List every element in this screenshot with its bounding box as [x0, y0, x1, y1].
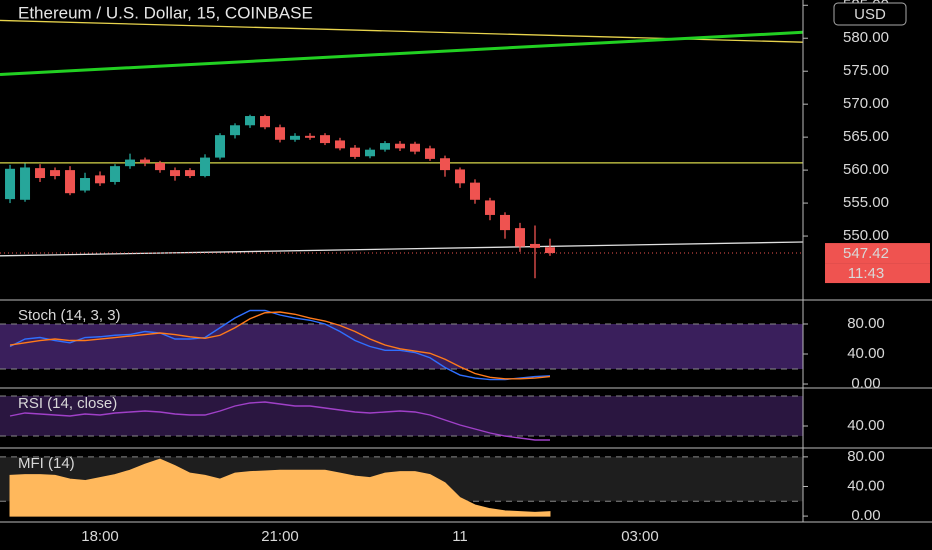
countdown-box: [825, 263, 930, 284]
y-tick-label: 0.00: [851, 375, 880, 392]
y-tick-label: 560.00: [843, 161, 889, 178]
chart-title: Ethereum / U.S. Dollar, 15, COINBASE: [18, 3, 313, 22]
x-tick-label: 11: [452, 528, 468, 545]
candle-body: [529, 243, 540, 248]
indicator-title: Stoch (14, 3, 3): [18, 307, 121, 324]
y-tick-label: 40.00: [847, 477, 885, 494]
candle-body: [260, 116, 271, 128]
candle-body: [424, 148, 435, 159]
indicator-area: [9, 458, 551, 517]
candle-body: [409, 143, 420, 152]
countdown-label: 11:43: [848, 265, 884, 282]
y-tick-label: 570.00: [843, 95, 889, 112]
x-tick-label: 21:00: [261, 528, 299, 545]
y-tick-label: 80.00: [847, 448, 885, 465]
candle-body: [95, 175, 106, 184]
candle-body: [305, 135, 316, 138]
last-price-box: [825, 243, 930, 264]
indicator-line: [9, 401, 550, 441]
indicator-title: MFI (14): [18, 455, 75, 472]
indicator-line: [9, 311, 551, 380]
candle-body: [125, 159, 136, 167]
y-tick-label: 80.00: [847, 315, 885, 332]
panel: [0, 309, 803, 381]
candle-body: [20, 167, 31, 200]
candle-body: [335, 140, 346, 149]
candle-body: [230, 125, 241, 136]
panel: [0, 395, 803, 441]
panel: [0, 456, 803, 517]
candle-body: [65, 170, 76, 194]
candle-body: [365, 149, 376, 157]
y-tick-label: 40.00: [847, 417, 885, 434]
candle-body: [155, 162, 166, 171]
trend-line: [0, 241, 803, 257]
candle-body: [499, 214, 510, 231]
x-tick-label: 18:00: [81, 528, 119, 545]
candle-body: [200, 157, 211, 177]
candle-body: [110, 166, 121, 182]
y-tick-label: 580.00: [843, 29, 889, 46]
y-tick-label: 555.00: [843, 194, 889, 211]
candle-body: [350, 147, 361, 157]
candle-body: [469, 182, 480, 200]
candle-body: [50, 170, 61, 177]
y-tick-label: 550.00: [843, 227, 889, 244]
last-price-label: 547.42: [843, 245, 889, 262]
candle-body: [454, 169, 465, 184]
currency-label[interactable]: USD: [854, 6, 886, 23]
panel: [0, 19, 803, 279]
candle-body: [80, 178, 91, 191]
candle-body: [544, 247, 555, 254]
candle-body: [395, 143, 406, 149]
currency-button[interactable]: [833, 2, 907, 26]
y-tick-label: 40.00: [847, 345, 885, 362]
indicator-line: [9, 309, 551, 381]
candle-body: [290, 135, 301, 140]
band: [0, 396, 803, 436]
y-tick-label: 565.00: [843, 128, 889, 145]
candle-body: [185, 170, 196, 177]
x-tick-label: 03:00: [621, 528, 659, 545]
y-tick-label: 575.00: [843, 62, 889, 79]
y-tick-label: 0.00: [851, 507, 880, 524]
candle-body: [380, 143, 391, 150]
candle-body: [275, 127, 286, 140]
trend-line: [0, 30, 803, 77]
candle-body: [484, 200, 495, 215]
indicator-title: RSI (14, close): [18, 395, 117, 412]
candle-body: [320, 135, 331, 144]
candle-body: [439, 158, 450, 171]
band: [0, 324, 803, 370]
candle-body: [5, 168, 16, 200]
candle-body: [514, 228, 525, 247]
candle-body: [245, 116, 256, 126]
candle-body: [35, 168, 46, 179]
candle-body: [170, 170, 181, 177]
candle-body: [215, 135, 226, 158]
candle-body: [140, 159, 151, 163]
